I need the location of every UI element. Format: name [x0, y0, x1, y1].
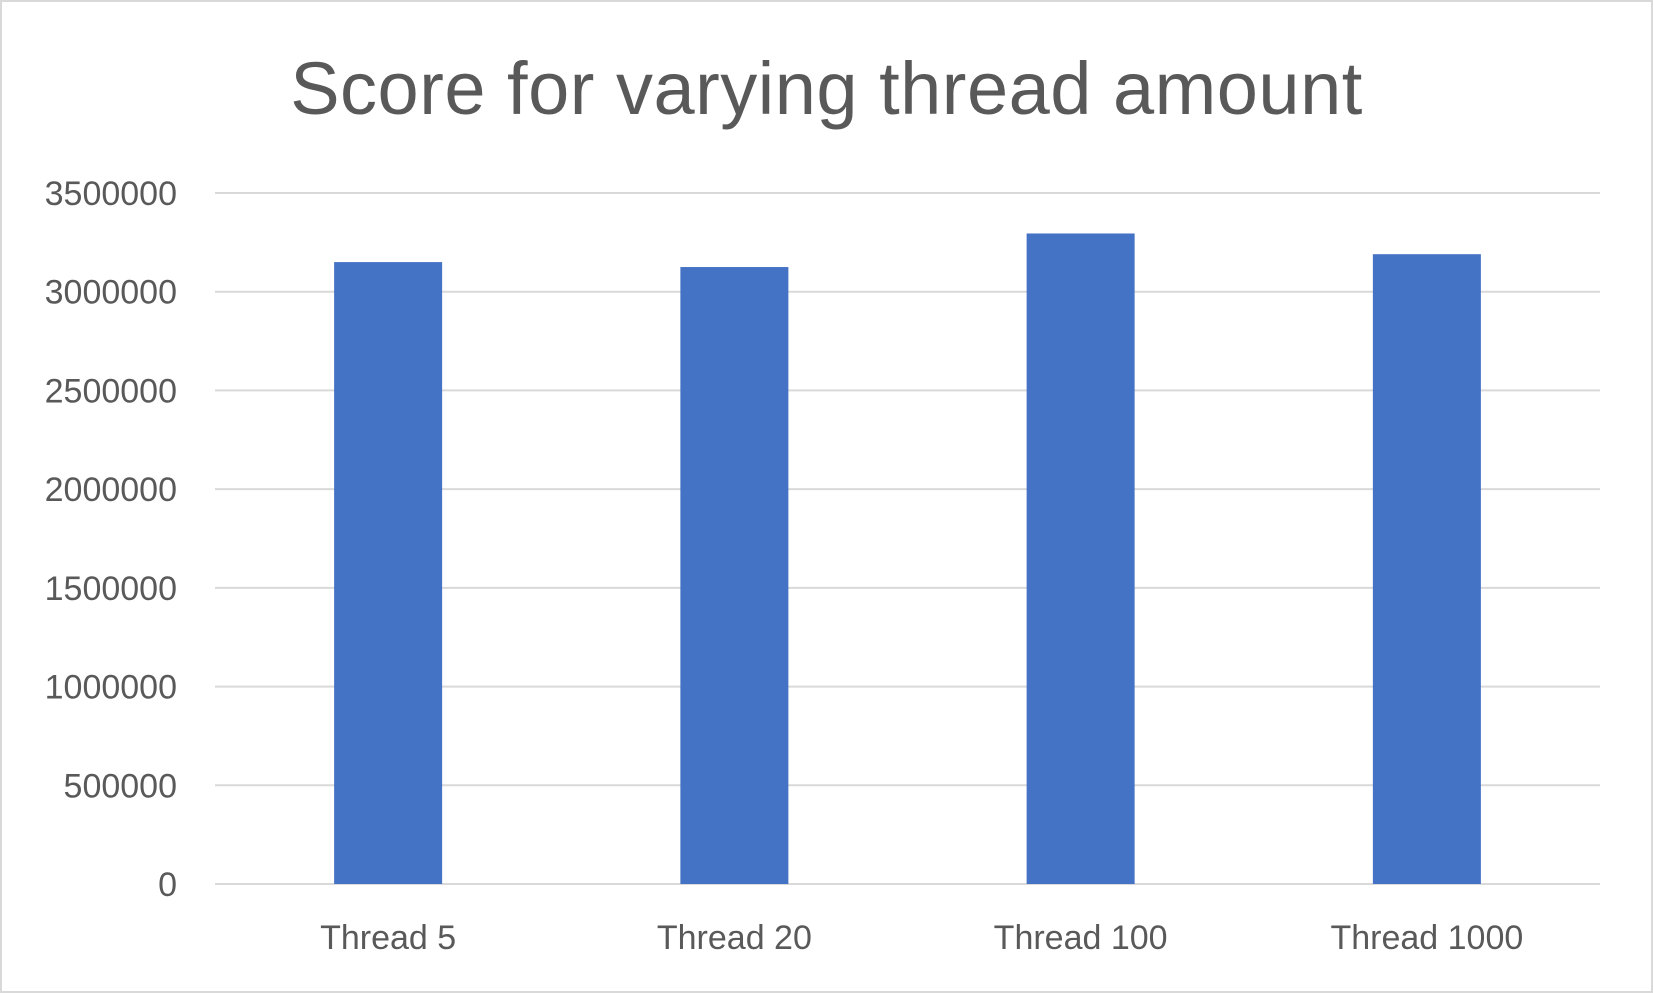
bars: [334, 233, 1481, 885]
y-tick-label: 1000000: [45, 669, 177, 707]
y-tick-label: 2000000: [45, 471, 177, 509]
bar: [1026, 233, 1135, 885]
y-tick-label: 2500000: [45, 372, 177, 410]
x-tick-label: Thread 5: [320, 919, 456, 957]
gridlines: [215, 192, 1600, 885]
bar: [334, 262, 443, 885]
y-tick-label: 500000: [64, 767, 177, 805]
y-axis-ticks: 0 500000 1000000 1500000 2000000 2500000 30000…: [45, 175, 177, 904]
y-tick-label: 0: [158, 866, 177, 904]
chart-title: Score for varying thread amount: [290, 47, 1363, 130]
y-tick-label: 1500000: [45, 570, 177, 608]
x-axis-ticks: Thread 5 Thread 20 Thread 100 Thread 1000: [320, 919, 1523, 957]
bar: [1372, 254, 1481, 884]
x-tick-label: Thread 20: [657, 919, 812, 957]
x-tick-label: Thread 1000: [1330, 919, 1523, 957]
y-tick-label: 3000000: [45, 274, 177, 312]
bar: [680, 267, 789, 884]
y-tick-label: 3500000: [45, 175, 177, 213]
x-tick-label: Thread 100: [994, 919, 1168, 957]
